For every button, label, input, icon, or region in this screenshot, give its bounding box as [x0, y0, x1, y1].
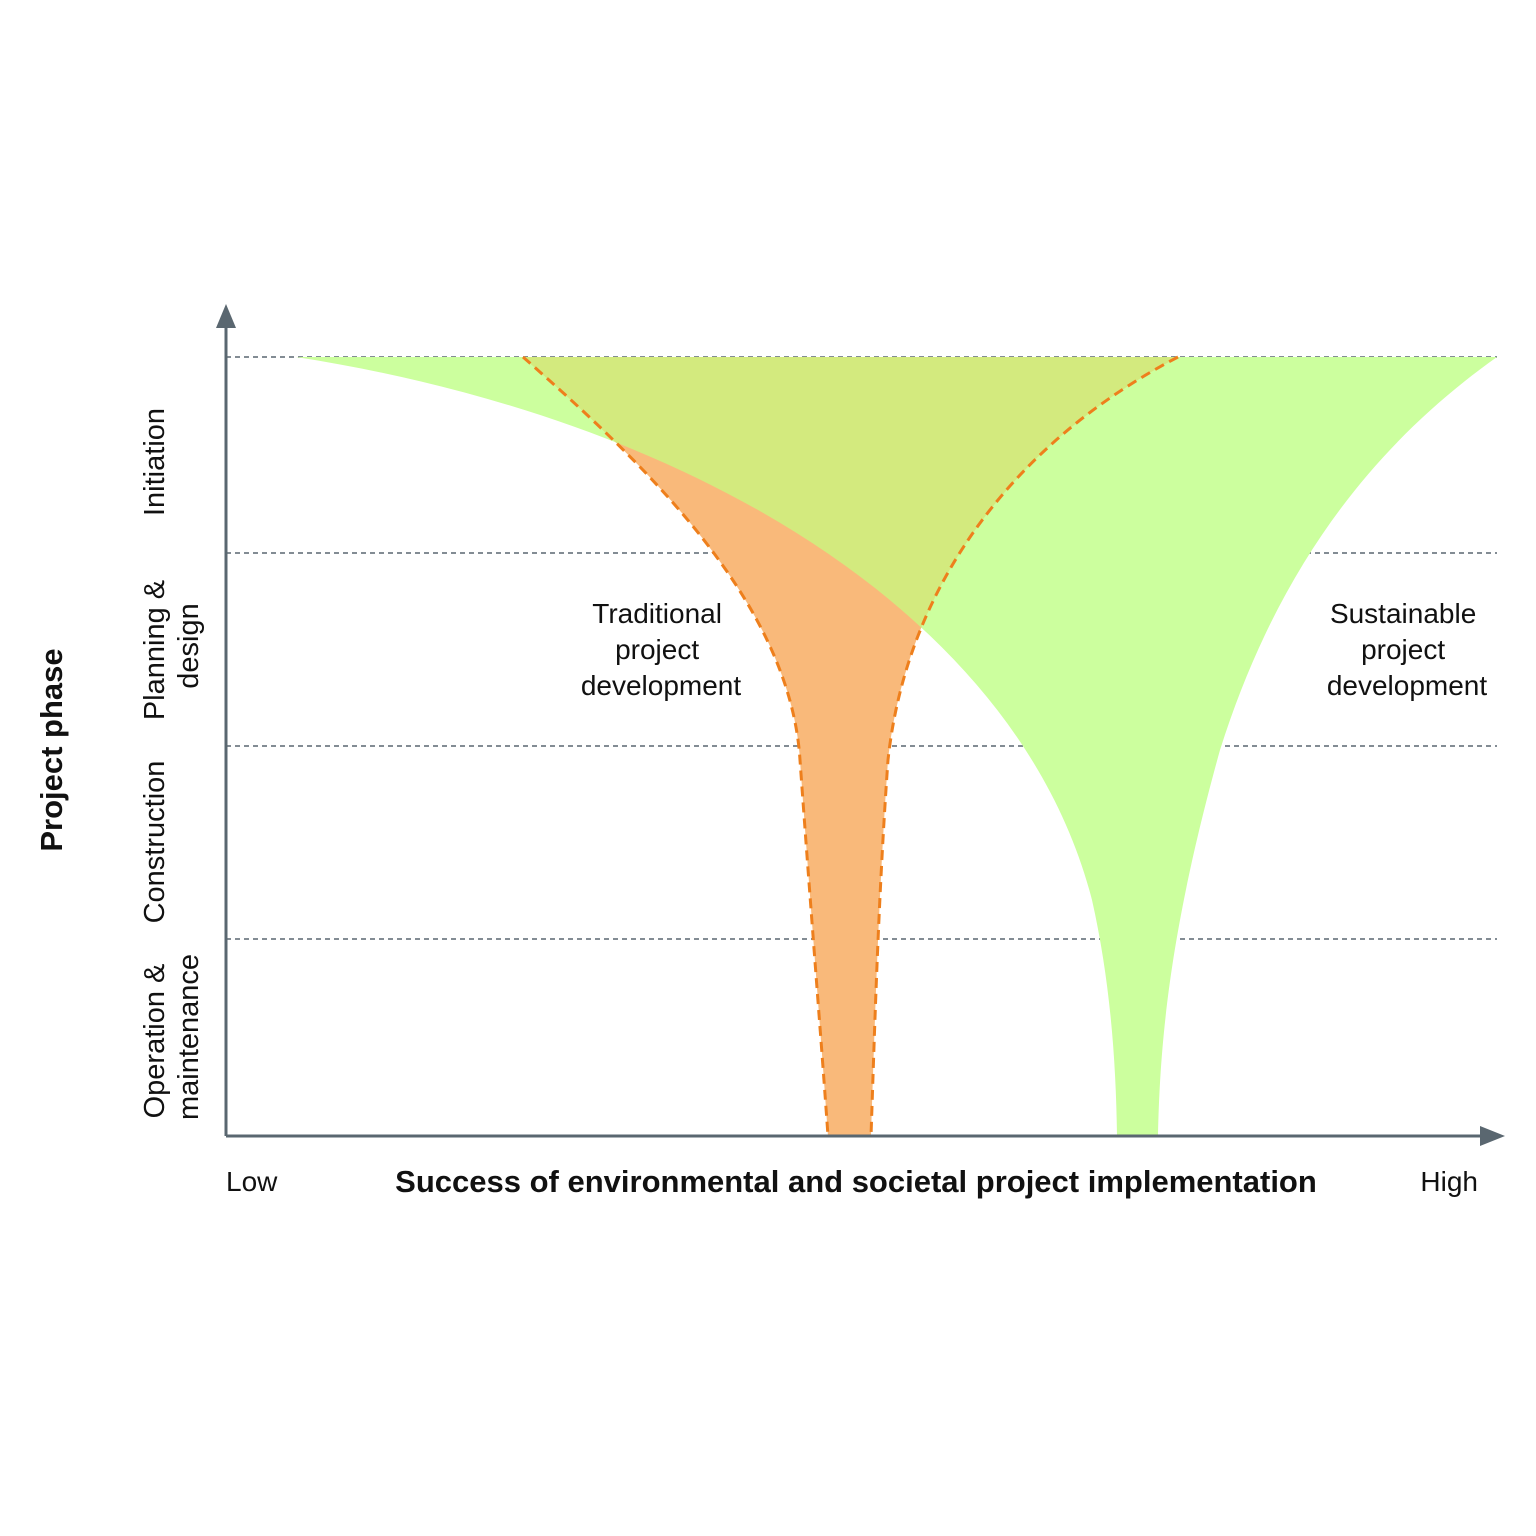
x-axis-title: Success of environmental and societal pr…: [395, 1164, 1317, 1199]
x-axis-low-label: Low: [226, 1166, 278, 1197]
x-axis-high-label: High: [1420, 1166, 1478, 1197]
y-axis-title: Project phase: [34, 648, 69, 851]
phase-label-initiation: Initiation: [139, 408, 171, 516]
x-axis-arrow: [1480, 1126, 1505, 1146]
phase-label-construction: Construction: [139, 761, 171, 924]
traditional-right-boundary: [869, 355, 1179, 1137]
y-axis-arrow: [216, 304, 236, 328]
axes: [216, 304, 1505, 1146]
phase-label-operation-maintenance: Operation & maintenance: [139, 954, 205, 1120]
sustainable-funnel: [296, 357, 1497, 1136]
traditional-funnel: [523, 357, 1178, 1136]
traditional-left-boundary: [522, 355, 830, 1137]
phase-label-planning-design: Planning & design: [139, 572, 205, 720]
sustainable-label: Sustainable project development: [1327, 598, 1488, 701]
traditional-label: Traditional project development: [581, 598, 742, 701]
